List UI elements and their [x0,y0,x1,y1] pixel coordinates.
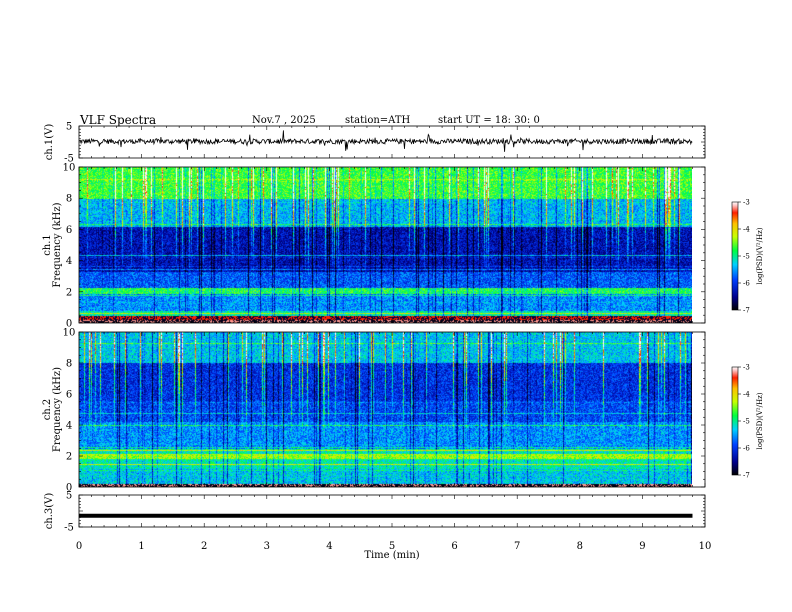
ch1-spectrogram-ytick-label: 2 [66,287,72,298]
ch1-spectrogram-ytick-label: 8 [66,194,72,205]
ch1-spectrogram-ylabel-channel: ch.1 [42,234,53,256]
ch2-spectrogram-image [79,332,692,487]
ch2-spectrogram-ytick-label: 10 [63,328,76,339]
xtick-label: 7 [514,541,520,552]
ch1-spectrogram-colorbar-title: log(PSD)(V²/Hz) [756,227,764,284]
xtick-label: 9 [639,541,645,552]
ch2-spectrogram-ytick-label: 6 [66,390,72,401]
ch1-waveform-ylabel: ch.1(V) [44,124,55,161]
ch1-spectrogram-colorbar-label: -3 [743,199,750,207]
ch1-waveform-ytick-label: -5 [64,154,74,165]
xtick-label: 8 [577,541,583,552]
ch1-spectrogram-ytick-label: 6 [66,225,72,236]
ch2-spectrogram-colorbar [731,366,739,476]
ch1-spectrogram-colorbar-label: -4 [743,226,750,234]
ch1-spectrogram-ytick-label: 10 [63,163,76,174]
xtick-label: 0 [76,541,82,552]
ch2-spectrogram-ytick-label: 0 [66,483,72,494]
ch2-spectrogram-ylabel: Frequency (kHz) [52,367,63,452]
xtick-label: 3 [264,541,270,552]
ch2-spectrogram-ylabel-channel: ch.2 [42,399,53,421]
xtick-label: 2 [201,541,207,552]
ch2-spectrogram-colorbar-label: -6 [743,445,750,453]
start-ut-label: start UT = 18: 30: 0 [438,115,540,126]
ch3-waveform-ytick-label: 5 [66,491,72,502]
ch1-spectrogram-ylabel: Frequency (kHz) [52,202,63,287]
ch1-spectrogram-colorbar-label: -7 [743,307,750,315]
xtick-label: 1 [138,541,144,552]
ch3-waveform-ylabel: ch.3(V) [44,493,55,530]
xtick-label: 6 [451,541,457,552]
ch2-spectrogram-colorbar-title: log(PSD)(V²/Hz) [756,392,764,449]
ch2-spectrogram-ytick-label: 2 [66,452,72,463]
ch2-spectrogram-ytick-label: 8 [66,359,72,370]
ch1-spectrogram-ytick-label: 4 [66,256,72,267]
ch1-waveform-ytick-label: 5 [66,122,72,133]
xtick-label: 4 [326,541,332,552]
ch1-spectrogram-ytick-label: 0 [66,319,72,330]
x-axis-label: Time (min) [364,550,419,561]
xtick-label: 5 [389,541,395,552]
ch3-waveform-ytick-label: -5 [64,523,74,534]
ch1-spectrogram-colorbar-label: -6 [743,280,750,288]
ch2-spectrogram-ytick-label: 4 [66,421,72,432]
ch2-spectrogram-colorbar-label: -4 [743,391,750,399]
ch1-spectrogram-colorbar-label: -5 [743,253,750,261]
ch2-spectrogram-colorbar-label: -3 [743,364,750,372]
ch2-spectrogram-colorbar-label: -5 [743,418,750,426]
date-label: Nov.7 , 2025 [252,115,316,126]
ch3-waveform-frame [78,494,706,528]
ch2-spectrogram-colorbar-label: -7 [743,472,750,480]
chart-title: VLF Spectra [80,113,157,127]
xtick-label: 10 [699,541,712,552]
ch1-spectrogram-image [79,167,692,323]
ch1-spectrogram-colorbar [731,201,739,311]
station-label: station=ATH [345,115,411,126]
ch1-waveform-line [78,130,693,152]
